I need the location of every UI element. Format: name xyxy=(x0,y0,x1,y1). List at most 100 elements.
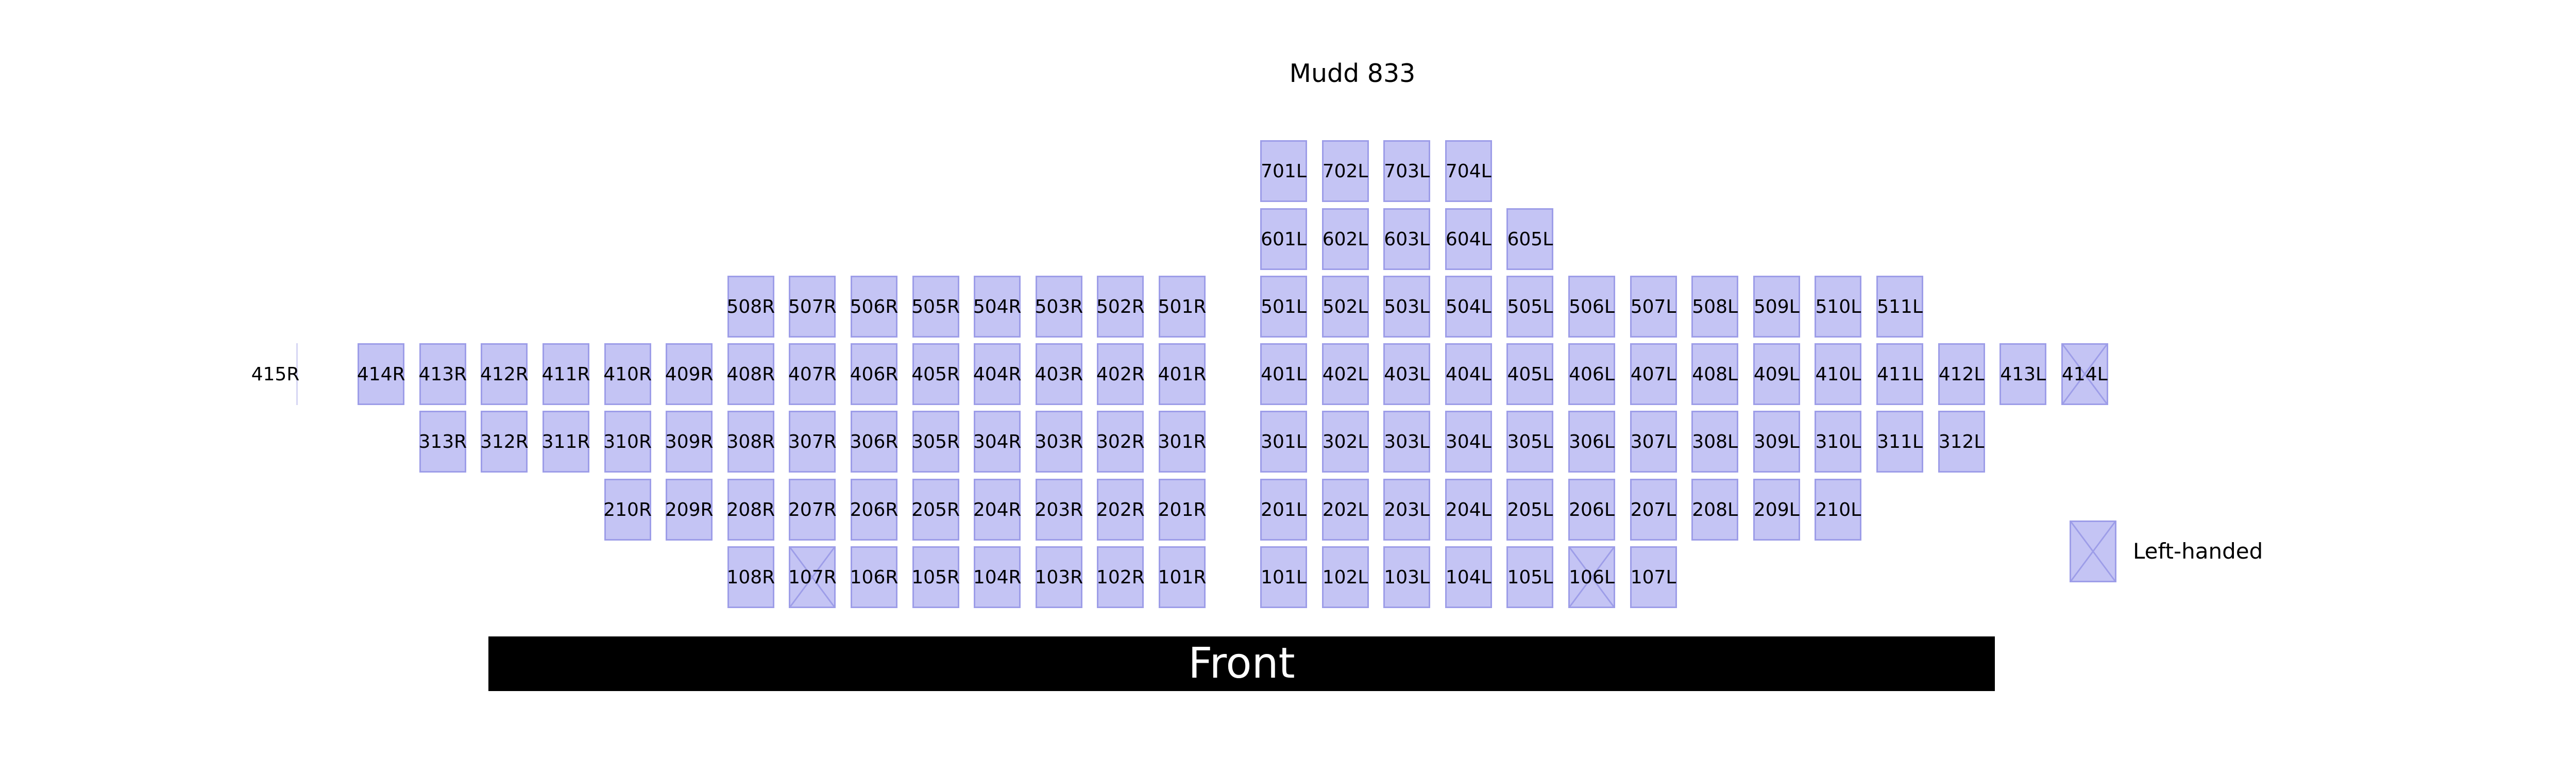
seat-307l: 307L xyxy=(1630,411,1677,473)
seat-704l: 704L xyxy=(1445,140,1492,202)
seat-209l: 209L xyxy=(1753,479,1800,541)
seat-104l: 104L xyxy=(1445,546,1492,608)
seat-label: 306R xyxy=(850,431,899,452)
seat-401l: 401L xyxy=(1260,343,1307,405)
seat-307r: 307R xyxy=(788,411,837,473)
seat-502r: 502R xyxy=(1096,276,1145,338)
seat-603l: 603L xyxy=(1383,208,1431,270)
seat-504l: 504L xyxy=(1445,276,1492,338)
seat-label: 501L xyxy=(1261,296,1307,317)
seat-304r: 304R xyxy=(973,411,1022,473)
seat-label: 203R xyxy=(1035,499,1083,520)
seat-label: 508L xyxy=(1692,296,1738,317)
seat-label: 204L xyxy=(1445,499,1492,520)
seat-701l: 701L xyxy=(1260,140,1307,202)
seat-label: 104R xyxy=(973,566,1022,588)
seat-label: 605L xyxy=(1507,228,1553,250)
seat-label: 312L xyxy=(1938,431,1985,452)
seat-506r: 506R xyxy=(850,276,898,338)
seat-label: 301R xyxy=(1158,431,1207,452)
seat-412l: 412L xyxy=(1938,343,1985,405)
seat-206l: 206L xyxy=(1568,479,1615,541)
seat-label: 303L xyxy=(1384,431,1430,452)
seat-303l: 303L xyxy=(1383,411,1431,473)
seat-210r: 210R xyxy=(603,479,652,541)
seat-label: 413L xyxy=(2000,363,2046,385)
seat-107r: 107R xyxy=(788,546,837,608)
seat-411r: 411R xyxy=(541,343,590,405)
seat-label: 105L xyxy=(1507,566,1553,588)
seat-label: 209L xyxy=(1753,499,1800,520)
legend-label: Left-handed xyxy=(2133,539,2263,564)
seat-label: 411R xyxy=(541,363,590,385)
seat-207l: 207L xyxy=(1630,479,1677,541)
left-handed-cross-icon xyxy=(790,548,835,607)
seat-label: 703L xyxy=(1384,160,1430,182)
seat-503r: 503R xyxy=(1035,276,1083,338)
seat-312r: 312R xyxy=(480,411,529,473)
seat-label: 503R xyxy=(1035,296,1083,317)
seat-label: 202L xyxy=(1322,499,1368,520)
seat-105r: 105R xyxy=(911,546,960,608)
seat-label: 407R xyxy=(788,363,837,385)
seat-label: 207L xyxy=(1630,499,1676,520)
seat-501l: 501L xyxy=(1260,276,1307,338)
chart-title: Mudd 833 xyxy=(1289,59,1416,88)
seat-102r: 102R xyxy=(1096,546,1145,608)
seat-404r: 404R xyxy=(973,343,1022,405)
seat-label: 501R xyxy=(1158,296,1207,317)
seat-309l: 309L xyxy=(1753,411,1800,473)
seat-408l: 408L xyxy=(1691,343,1739,405)
seat-label: 404L xyxy=(1445,363,1492,385)
seat-label: 402L xyxy=(1322,363,1368,385)
seat-206r: 206R xyxy=(850,479,899,541)
seat-label: 408R xyxy=(726,363,775,385)
seat-402l: 402L xyxy=(1321,343,1369,405)
seat-label: 102L xyxy=(1322,566,1368,588)
seat-205r: 205R xyxy=(911,479,960,541)
seat-101l: 101L xyxy=(1260,546,1307,608)
seat-label: 201L xyxy=(1261,499,1307,520)
seat-label: 206R xyxy=(850,499,899,520)
seat-405l: 405L xyxy=(1506,343,1554,405)
seat-label: 404R xyxy=(973,363,1022,385)
seat-label: 208L xyxy=(1692,499,1738,520)
seat-label: 103R xyxy=(1035,566,1083,588)
seat-label: 307L xyxy=(1630,431,1676,452)
seat-label: 601L xyxy=(1261,228,1307,250)
seat-506l: 506L xyxy=(1568,276,1615,338)
seat-301r: 301R xyxy=(1158,411,1207,473)
seat-210l: 210L xyxy=(1815,479,1862,541)
seat-305r: 305R xyxy=(911,411,960,473)
seat-303r: 303R xyxy=(1035,411,1083,473)
seat-label: 101R xyxy=(1158,566,1207,588)
seat-101r: 101R xyxy=(1158,546,1207,608)
seat-309r: 309R xyxy=(665,411,714,473)
seat-label: 209R xyxy=(665,499,714,520)
seat-308r: 308R xyxy=(726,411,775,473)
seat-label: 304L xyxy=(1445,431,1492,452)
seat-505l: 505L xyxy=(1506,276,1554,338)
seat-403r: 403R xyxy=(1035,343,1083,405)
seat-label: 309R xyxy=(665,431,714,452)
seat-label: 415R xyxy=(251,363,300,385)
seat-label: 409R xyxy=(665,363,714,385)
seat-label: 306L xyxy=(1569,431,1615,452)
seat-label: 202R xyxy=(1096,499,1145,520)
seat-203l: 203L xyxy=(1383,479,1431,541)
seat-label: 509L xyxy=(1753,296,1800,317)
seat-label: 406R xyxy=(850,363,899,385)
seat-label: 508R xyxy=(726,296,775,317)
seat-103l: 103L xyxy=(1383,546,1431,608)
seat-label: 310R xyxy=(603,431,652,452)
seat-105l: 105L xyxy=(1506,546,1554,608)
seat-label: 305R xyxy=(911,431,960,452)
seat-label: 308L xyxy=(1692,431,1738,452)
seat-504r: 504R xyxy=(973,276,1022,338)
seat-106l: 106L xyxy=(1568,546,1615,608)
seat-202r: 202R xyxy=(1096,479,1145,541)
seat-308l: 308L xyxy=(1691,411,1739,473)
seat-501r: 501R xyxy=(1158,276,1207,338)
seat-label: 107R xyxy=(788,566,837,588)
seat-605l: 605L xyxy=(1506,208,1554,270)
